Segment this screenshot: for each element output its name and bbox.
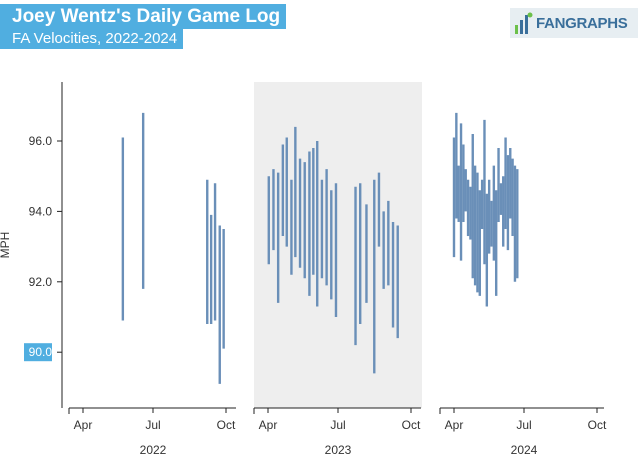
year-label: 2024	[511, 443, 538, 457]
x-tick-label: Apr	[74, 418, 93, 432]
x-tick-label: Jul	[516, 418, 531, 432]
chart-subtitle: FA Velocities, 2022-2024	[0, 29, 184, 49]
y-tick-label: 92.0	[29, 275, 53, 289]
x-tick-label: Oct	[402, 418, 421, 432]
y-axis-label: MPH	[0, 232, 12, 259]
x-tick-label: Oct	[588, 418, 607, 432]
y-axis: 90.0 92.0 94.0 96.0	[24, 82, 63, 408]
y-tick-label: 90.0	[29, 345, 53, 359]
x-tick-label: Oct	[217, 418, 236, 432]
y-tick-label: 96.0	[29, 134, 53, 148]
title-block: Joey Wentz's Daily Game Log FA Velocitie…	[0, 4, 287, 49]
x-tick-label: Apr	[259, 418, 278, 432]
year-label: 2023	[325, 443, 352, 457]
logo-text: FANGRAPHS	[536, 14, 628, 32]
velocity-bars	[121, 112, 519, 384]
year-label: 2022	[140, 443, 167, 457]
x-axes: Apr Jul Oct 2022 Apr Jul Oct 2023 Apr Jul Oct 2024	[68, 407, 607, 457]
x-tick-label: Jul	[145, 418, 160, 432]
x-tick-label: Apr	[445, 418, 464, 432]
fangraphs-logo: FANGRAPHS	[510, 8, 638, 38]
x-tick-label: Jul	[330, 418, 345, 432]
y-tick-label: 94.0	[29, 204, 53, 218]
chart-title: Joey Wentz's Daily Game Log	[0, 4, 287, 29]
y-tick-highlight	[24, 343, 52, 362]
bar-chart-logo-icon	[515, 12, 533, 34]
